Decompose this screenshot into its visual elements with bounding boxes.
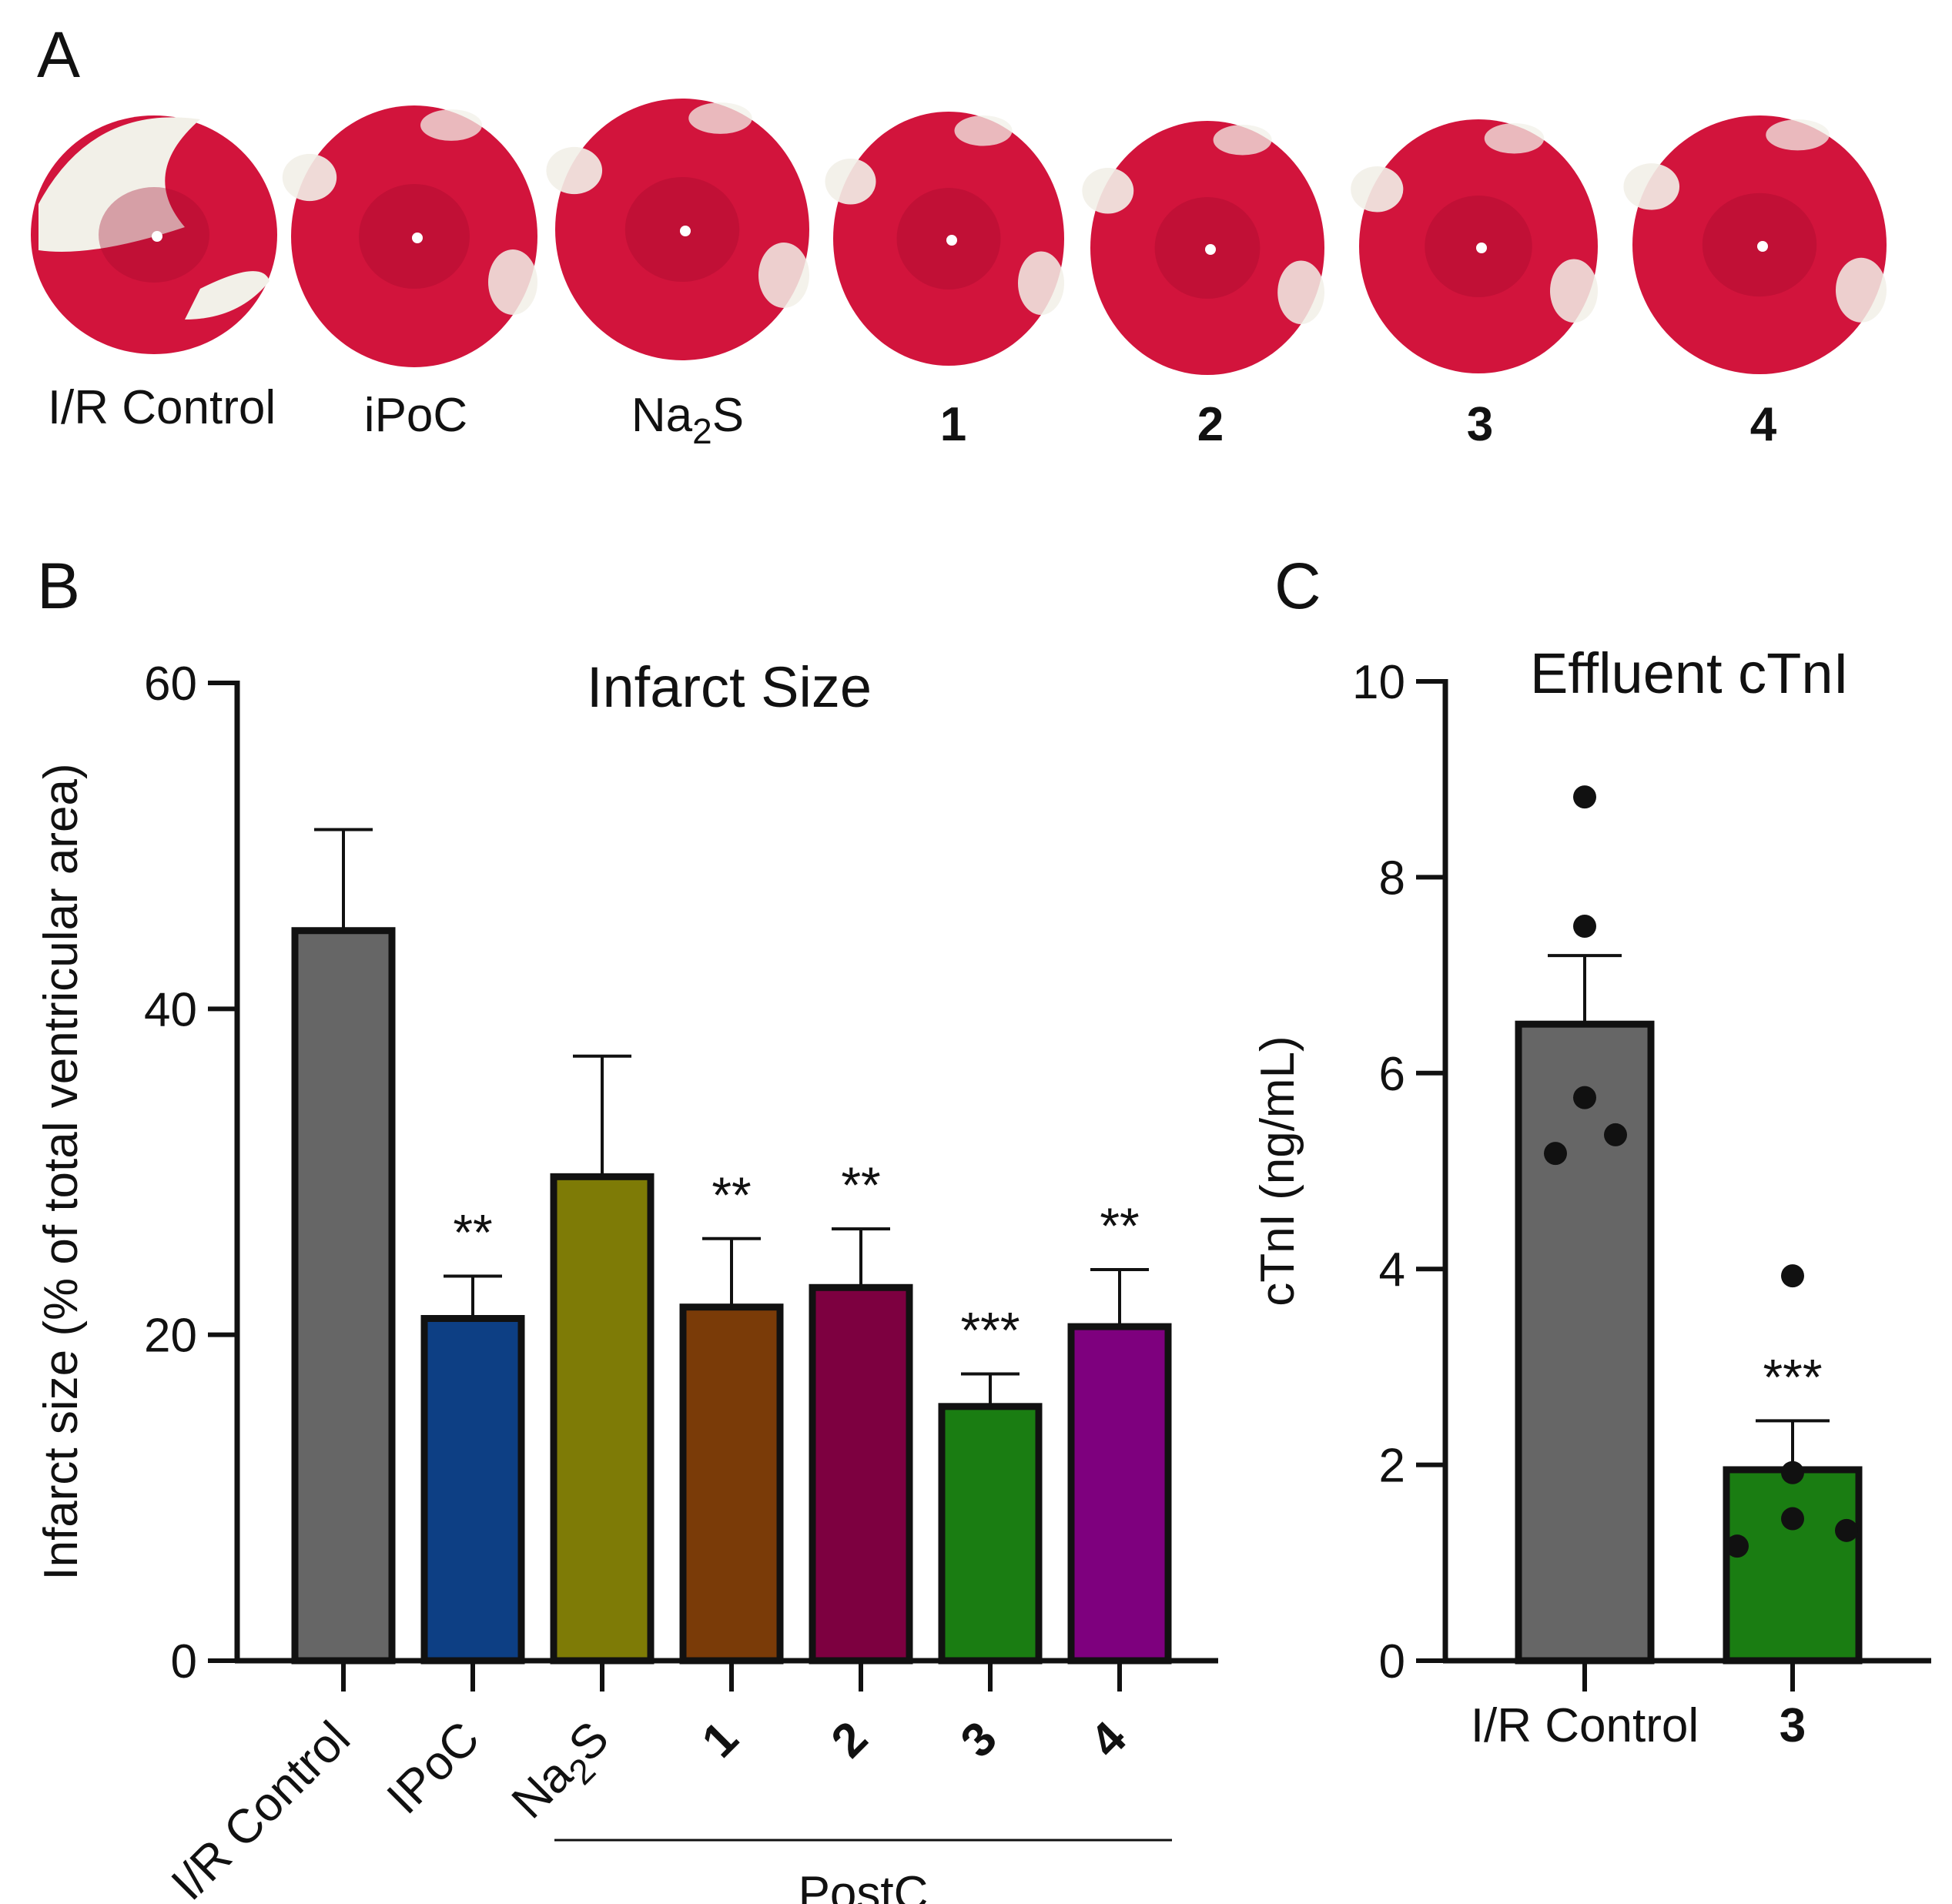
bar xyxy=(809,1283,913,1665)
x-tick-label: IPoC xyxy=(377,1712,490,1824)
heart-slice-lumen xyxy=(1757,241,1768,252)
chart-title: Effluent cTnI xyxy=(1530,641,1849,705)
slice-label: 3 xyxy=(1467,398,1493,451)
bar xyxy=(1067,1323,1172,1665)
heart-slice-lumen xyxy=(1205,244,1216,255)
group-label: PostC xyxy=(799,1867,929,1904)
slice-label: Na2S xyxy=(631,389,744,451)
x-tick-label: I/R Control xyxy=(162,1712,360,1904)
infarct-region xyxy=(39,117,200,252)
infarct-region xyxy=(1082,168,1134,214)
significance-marker: *** xyxy=(1763,1348,1822,1405)
bar xyxy=(1723,1466,1863,1665)
data-point xyxy=(1573,1086,1596,1109)
y-tick-label: 0 xyxy=(1379,1635,1405,1688)
heart-slice-lumen xyxy=(680,226,691,236)
heart-slice xyxy=(1082,121,1324,375)
bar xyxy=(1515,1020,1655,1665)
chart-title: Infarct Size xyxy=(587,655,872,719)
heart-slice-lumen xyxy=(152,231,162,242)
significance-marker: *** xyxy=(960,1301,1020,1358)
infarct-region xyxy=(1213,124,1272,156)
y-tick-label: 0 xyxy=(171,1635,197,1688)
slice-label: iPoC xyxy=(364,389,467,442)
bar xyxy=(679,1303,784,1665)
infarct-size-chart: Infarct Size Infarct size (% of total ven… xyxy=(35,655,1218,1904)
data-point xyxy=(1573,915,1596,938)
x-tick-label: Na2S xyxy=(502,1712,626,1835)
y-axis-label: Infarct size (% of total ventricular are… xyxy=(35,763,88,1580)
heart-slice-lumen xyxy=(1476,243,1487,253)
infarct-region xyxy=(1277,260,1324,324)
heart-slice xyxy=(1351,119,1598,373)
bar xyxy=(420,1315,525,1665)
significance-marker: ** xyxy=(841,1156,880,1213)
infarct-region xyxy=(758,243,809,308)
data-point xyxy=(1573,785,1596,809)
data-point xyxy=(1781,1461,1804,1484)
data-point xyxy=(1726,1534,1749,1558)
bar xyxy=(938,1403,1043,1665)
infarct-region xyxy=(185,271,270,320)
slice-label: 2 xyxy=(1197,398,1224,451)
y-tick-label: 8 xyxy=(1379,852,1405,905)
heart-slice xyxy=(825,112,1064,366)
infarct-region xyxy=(1550,259,1598,323)
infarct-region xyxy=(688,102,752,134)
heart-slice xyxy=(1623,115,1887,374)
slice-label: I/R Control xyxy=(48,381,276,434)
infarct-region xyxy=(1766,119,1830,151)
data-point xyxy=(1781,1264,1804,1288)
panel-label-a: A xyxy=(37,18,80,91)
data-point xyxy=(1604,1123,1627,1146)
bar xyxy=(291,927,396,1665)
heart-slice-lumen xyxy=(412,233,423,243)
slice-label: 4 xyxy=(1750,398,1777,451)
y-tick-label: 60 xyxy=(144,658,197,711)
data-point xyxy=(1781,1507,1804,1531)
heart-slice-lumen xyxy=(946,235,957,246)
panel-label-b: B xyxy=(37,550,80,622)
x-tick-label: 4 xyxy=(1080,1712,1137,1768)
significance-marker: ** xyxy=(453,1203,492,1260)
slice-label: 1 xyxy=(940,398,966,451)
x-tick-label: 2 xyxy=(822,1712,878,1768)
significance-marker: ** xyxy=(711,1166,751,1223)
infarct-region xyxy=(1351,166,1404,212)
panel-label-c: C xyxy=(1274,550,1321,622)
infarct-region xyxy=(825,159,876,205)
infarct-region xyxy=(1484,122,1545,154)
heart-slice xyxy=(31,115,277,354)
infarct-region xyxy=(1836,257,1887,323)
effluent-ctni-chart: Effluent cTnI cTnI (ng/mL) 0 2 4 6 8 10 I/R Cont… xyxy=(1251,641,1931,1752)
infarct-region xyxy=(546,146,603,195)
infarct-region xyxy=(420,109,482,141)
heart-slice xyxy=(282,105,537,367)
data-point xyxy=(1835,1518,1858,1542)
infarct-region xyxy=(488,249,537,315)
infarct-region xyxy=(1623,163,1680,210)
bar xyxy=(550,1173,655,1665)
data-point xyxy=(1544,1142,1567,1166)
y-axis-label: cTnI (ng/mL) xyxy=(1251,1036,1304,1306)
y-tick-label: 20 xyxy=(144,1310,197,1363)
x-tick-label: 3 xyxy=(951,1712,1007,1768)
y-tick-label: 40 xyxy=(144,983,197,1036)
x-tick-label: 1 xyxy=(692,1712,748,1768)
heart-slice xyxy=(546,99,809,360)
y-tick-label: 2 xyxy=(1379,1440,1405,1493)
x-tick-label: I/R Control xyxy=(1471,1699,1699,1752)
x-tick-label: 3 xyxy=(1780,1699,1806,1752)
y-tick-label: 4 xyxy=(1379,1243,1405,1297)
infarct-region xyxy=(282,153,337,202)
y-tick-label: 6 xyxy=(1379,1048,1405,1101)
infarct-region xyxy=(954,115,1013,146)
infarct-region xyxy=(1018,251,1064,315)
y-tick-label: 10 xyxy=(1352,656,1405,709)
significance-marker: ** xyxy=(1100,1197,1139,1254)
heart-slices-panel: I/R Control iPoC Na2S 1 2 3 4 xyxy=(31,99,1887,451)
